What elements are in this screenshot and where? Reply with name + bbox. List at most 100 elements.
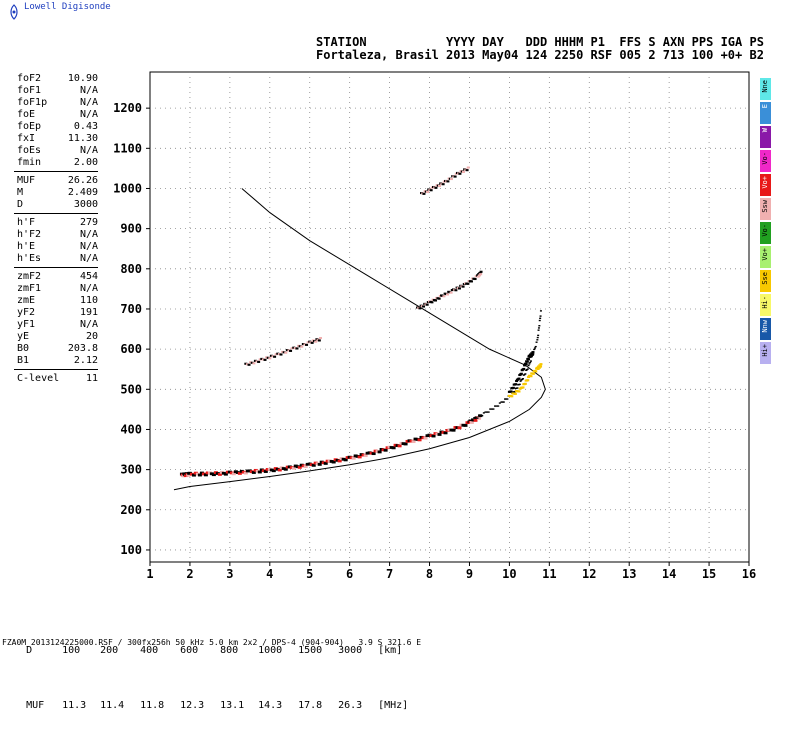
param-row: foEs N/A <box>14 145 98 157</box>
param-value: 26.26 <box>67 175 98 186</box>
param-value: 10.90 <box>67 73 98 84</box>
echo-3hop-trace <box>422 192 426 195</box>
app-logo-text: Lowell Digisonde <box>24 2 111 12</box>
echo-o-trace <box>186 474 191 477</box>
param-name: foEs <box>17 145 42 156</box>
muf-label: MUF <box>26 700 45 711</box>
y-tick-label: 1200 <box>113 101 142 115</box>
echo-o-trace <box>217 473 222 476</box>
param-row: yE 20 <box>14 331 98 343</box>
header-values: Fortaleza, Brasil 2013 May04 124 2250 RS… <box>316 48 764 62</box>
echo-2hop-trace <box>306 341 310 344</box>
echo-sse-trace <box>510 395 514 398</box>
echo-o-trace <box>223 472 228 476</box>
echo-o-trace <box>473 419 478 422</box>
echo-o-trace <box>391 446 396 450</box>
param-row: h'F 279 <box>14 217 98 229</box>
param-row: fmin 2.00 <box>14 157 98 169</box>
param-row: h'F2 N/A <box>14 229 98 241</box>
param-name: D <box>17 199 24 210</box>
echo-multihop-trace <box>442 295 446 298</box>
echo-x-upper-trace <box>531 351 535 354</box>
param-name: zmF1 <box>17 283 42 294</box>
echo-x-trace <box>476 417 479 419</box>
echo-2hop-trace <box>258 358 262 361</box>
echo-o-trace <box>311 463 316 467</box>
param-value: 3000 <box>73 199 98 210</box>
echo-o-trace <box>377 450 382 454</box>
legend-item: Vo+ <box>760 174 771 196</box>
param-row: M 2.409 <box>14 187 98 199</box>
param-row: B1 2.12 <box>14 355 98 367</box>
echo-sse-trace <box>529 375 533 378</box>
param-name: fmin <box>17 157 42 168</box>
muf-row: MUF 11.3 11.4 11.8 12.3 13.1 14.3 17.8 26.3 [MHz] <box>2 689 408 722</box>
echo-x-trace <box>533 347 536 349</box>
param-value: N/A <box>79 253 98 264</box>
x-tick-label: 2 <box>186 567 193 581</box>
echo-o-trace <box>351 456 356 460</box>
echo-2hop-trace <box>287 349 291 352</box>
echo-2hop-trace <box>247 363 251 366</box>
muf-value: 12.3 <box>180 700 205 711</box>
muf-value: 11.3 <box>62 700 87 711</box>
echo-o-trace <box>411 440 416 443</box>
echo-x-trace <box>473 417 476 419</box>
param-row: yF2 191 <box>14 307 98 319</box>
echo-o-trace <box>197 473 202 477</box>
echo-2hop-trace <box>261 358 265 361</box>
param-row: zmE 110 <box>14 295 98 307</box>
echo-2hop-trace <box>257 360 261 363</box>
echo-3hop-trace <box>441 183 445 186</box>
echo-x-trace <box>537 334 540 337</box>
echo-2hop-trace <box>285 349 289 352</box>
echo-o-trace <box>443 431 448 435</box>
param-separator <box>14 213 98 214</box>
echo-x-trace <box>478 414 481 417</box>
param-value: 2.409 <box>67 187 98 198</box>
y-tick-label: 800 <box>120 262 142 276</box>
echo-x-upper-trace <box>522 367 526 371</box>
param-value: 0.43 <box>73 121 98 132</box>
echo-2hop-trace <box>297 344 301 347</box>
echo-2hop-trace <box>298 345 302 348</box>
echo-x-upper-trace <box>528 355 532 358</box>
echo-2hop-trace <box>266 356 270 359</box>
y-tick-label: 900 <box>120 222 142 236</box>
param-row: B0 203.8 <box>14 343 98 355</box>
legend-item: Nne <box>760 78 771 100</box>
echo-x-trace <box>533 348 536 351</box>
echo-x-trace <box>539 315 542 317</box>
y-tick-label: 100 <box>120 543 142 557</box>
param-name: foF2 <box>17 73 42 84</box>
echo-multihop-trace <box>476 275 480 278</box>
param-row: D 3000 <box>14 199 98 211</box>
x-tick-label: 4 <box>266 567 273 581</box>
echo-x-trace <box>504 398 507 400</box>
param-row: C-level 11 <box>14 373 98 385</box>
plot-frame <box>149 71 750 563</box>
param-row: foEp 0.43 <box>14 121 98 133</box>
electron-density-profile <box>173 188 546 491</box>
echo-o-trace <box>263 470 268 473</box>
echo-2hop-trace <box>268 357 272 360</box>
echo-o-trace <box>403 442 408 446</box>
param-row: h'Es N/A <box>14 253 98 265</box>
echo-2hop-trace <box>273 355 277 358</box>
y-tick-label: 700 <box>120 302 142 316</box>
echo-multihop-trace <box>469 280 473 283</box>
echo-multihop-trace <box>434 299 438 302</box>
echo-o-trace <box>397 444 402 448</box>
y-tick-label: 1100 <box>113 141 142 155</box>
echo-2hop-trace <box>252 362 256 365</box>
x-tick-label: 14 <box>662 567 676 581</box>
echo-sse-trace <box>523 382 527 385</box>
echo-x-trace <box>497 405 500 407</box>
echo-2hop-trace <box>249 361 253 364</box>
scaled-parameters-panel: foF2 10.90 foF1 N/A foF1p N/A foE N/A foEp 0.43 fx… <box>14 73 98 385</box>
echo-x-trace <box>538 325 541 327</box>
param-value: 203.8 <box>67 343 98 354</box>
param-row: foF2 10.90 <box>14 73 98 85</box>
param-name: B0 <box>17 343 30 354</box>
echo-sse-trace <box>539 363 543 366</box>
